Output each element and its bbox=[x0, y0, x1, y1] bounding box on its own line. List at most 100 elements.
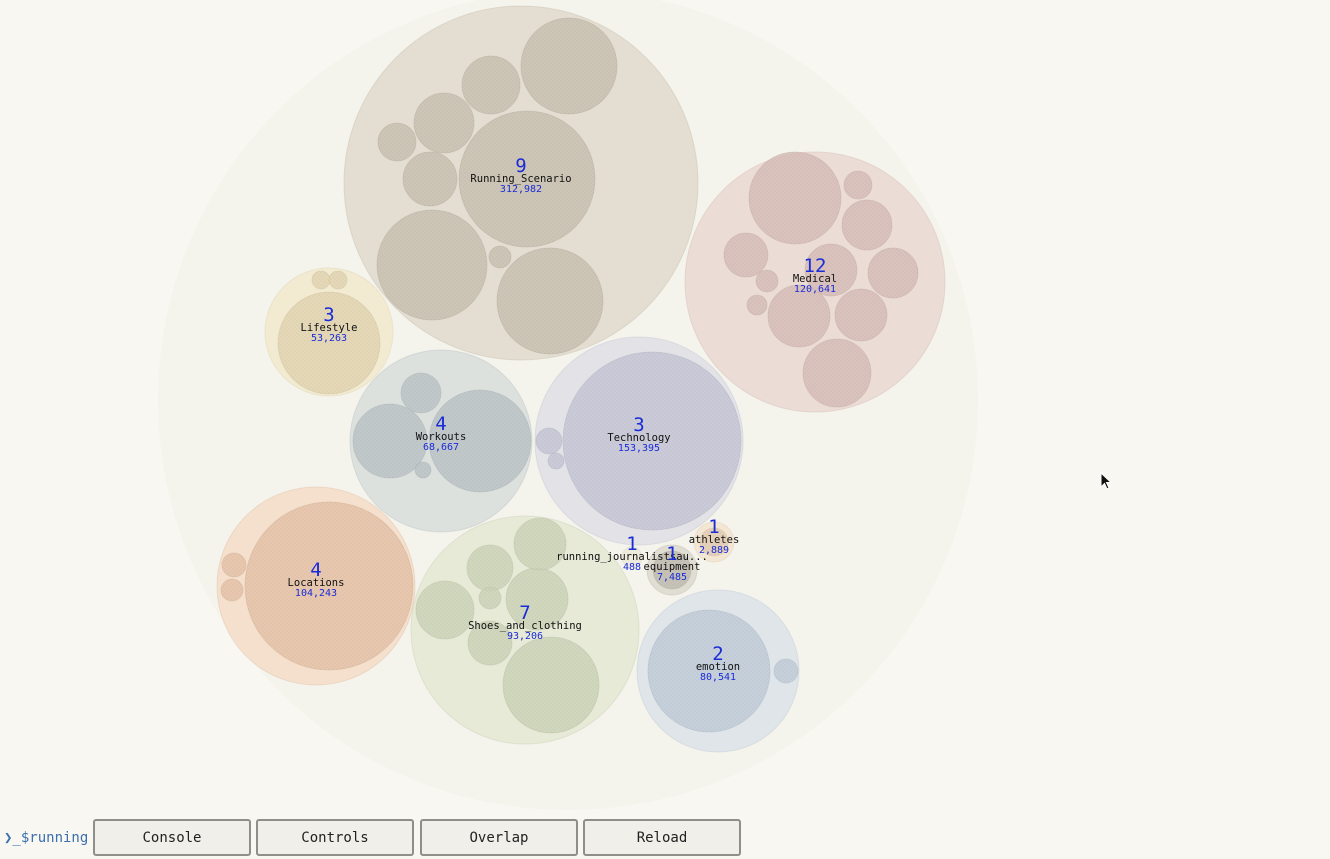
bubble-count: 4 bbox=[435, 413, 446, 435]
sub-bubble-texture bbox=[459, 111, 595, 247]
bubble-group-emotion[interactable] bbox=[636, 589, 800, 753]
prompt-text: $running bbox=[20, 830, 89, 846]
bubble-total: 153,395 bbox=[618, 443, 660, 454]
sub-bubble-texture bbox=[416, 581, 474, 639]
bubble-count: 1 bbox=[708, 516, 719, 538]
bubble-count: 9 bbox=[515, 155, 526, 177]
sub-bubble-texture bbox=[245, 502, 413, 670]
bubble-total: 488 bbox=[623, 562, 641, 573]
bubble-name: running_journalists​au... bbox=[556, 551, 708, 563]
bubble-count: 12 bbox=[804, 255, 827, 277]
sub-bubble-texture bbox=[401, 373, 441, 413]
bubble-group-lifestyle[interactable] bbox=[264, 267, 394, 397]
sub-bubble-texture bbox=[768, 285, 830, 347]
bubble-total: 68,667 bbox=[423, 442, 459, 453]
overlap-button[interactable]: Overlap bbox=[420, 819, 578, 856]
bubble-name: equipment bbox=[644, 561, 701, 573]
bubble-group-running-scenario[interactable] bbox=[343, 5, 699, 361]
sub-bubble-texture bbox=[329, 271, 347, 289]
bubble-total: 53,263 bbox=[311, 333, 347, 344]
reload-button[interactable]: Reload bbox=[583, 819, 741, 856]
bubble-name: Workouts bbox=[416, 431, 467, 443]
bubble-total: 93,206 bbox=[507, 631, 543, 642]
sub-bubble-texture bbox=[835, 289, 887, 341]
bubble-group-workouts[interactable] bbox=[349, 349, 533, 533]
bubble-name: Locations bbox=[288, 577, 345, 589]
sub-bubble-texture bbox=[462, 56, 520, 114]
sub-bubble-texture bbox=[653, 551, 691, 589]
bubble-total: 2,889 bbox=[699, 545, 729, 556]
mouse-pointer-icon bbox=[1100, 471, 1114, 496]
sub-bubble-texture bbox=[724, 233, 768, 277]
bubble-name: Lifestyle bbox=[301, 322, 358, 334]
bubble-count: 4 bbox=[310, 559, 321, 581]
bubble-name: Technology bbox=[607, 432, 670, 444]
bubble-name: Medical bbox=[793, 273, 837, 285]
controls-button[interactable]: Controls bbox=[256, 819, 414, 856]
sub-bubble-texture bbox=[514, 518, 566, 570]
sub-bubble-texture bbox=[563, 352, 741, 530]
sub-bubble-texture bbox=[221, 579, 243, 601]
bubble-count: 1 bbox=[666, 543, 677, 565]
sub-bubble-texture bbox=[749, 152, 841, 244]
bubble-count: 3 bbox=[633, 414, 644, 436]
bubble-total: 104,243 bbox=[295, 588, 337, 599]
sub-bubble-texture bbox=[467, 545, 513, 591]
sub-bubble-texture bbox=[803, 339, 871, 407]
sub-bubble-texture bbox=[353, 404, 427, 478]
bubble-group-medical[interactable] bbox=[684, 151, 946, 413]
bubble-count: 2 bbox=[712, 643, 723, 665]
sub-bubble-texture bbox=[503, 637, 599, 733]
bubble-group-technology[interactable] bbox=[534, 336, 744, 546]
bubble-total: 80,541 bbox=[700, 672, 736, 683]
sub-bubble-texture bbox=[489, 246, 511, 268]
sub-bubble-texture bbox=[378, 123, 416, 161]
terminal-prompt-icon: ❯_ bbox=[4, 830, 21, 846]
bubble-count: 7 bbox=[519, 602, 530, 624]
console-button[interactable]: Console bbox=[93, 819, 251, 856]
sub-bubble-texture bbox=[278, 292, 380, 394]
bubble-total: 120,641 bbox=[794, 284, 836, 295]
bubble-count: 3 bbox=[323, 304, 334, 326]
sub-bubble-texture bbox=[497, 248, 603, 354]
sub-bubble-texture bbox=[700, 528, 728, 556]
sub-bubble-texture bbox=[548, 453, 564, 469]
bubble-total: 7,485 bbox=[657, 572, 687, 583]
sub-bubble-texture bbox=[506, 568, 568, 630]
sub-bubble-texture bbox=[222, 553, 246, 577]
bubble-running-journalists[interactable] bbox=[621, 546, 643, 568]
toolbar: ❯_$running Console Controls Overlap Relo… bbox=[0, 815, 1330, 859]
sub-bubble-texture bbox=[403, 152, 457, 206]
sub-bubble-texture bbox=[521, 18, 617, 114]
sub-bubble-texture bbox=[747, 295, 767, 315]
bubble-chart[interactable]: 9 Running_Scenario 312,982 12 Medical 120,641… bbox=[0, 0, 1330, 812]
sub-bubble-texture bbox=[536, 428, 562, 454]
sub-bubble-texture bbox=[805, 244, 857, 296]
bubble-group-running-journalists[interactable] bbox=[621, 546, 643, 568]
bubble-group-equipment[interactable] bbox=[646, 544, 698, 596]
command-prompt: ❯_$running bbox=[4, 830, 88, 846]
sub-bubble-texture bbox=[415, 462, 431, 478]
sub-bubble-texture bbox=[842, 200, 892, 250]
bubble-name: Shoes_and_clothing bbox=[468, 620, 582, 632]
sub-bubble-texture bbox=[479, 587, 501, 609]
bubble-total: 312,982 bbox=[500, 184, 542, 195]
sub-bubble-texture bbox=[312, 271, 330, 289]
sub-bubble-texture bbox=[429, 390, 531, 492]
bubble-chart-svg[interactable]: 9Running_Scenario312,98212Medical120,641… bbox=[0, 0, 1330, 812]
bubble-group-athletes[interactable] bbox=[693, 521, 735, 563]
bubble-group-shoes-and-clothing[interactable] bbox=[410, 515, 640, 745]
bubble-name: emotion bbox=[696, 661, 740, 673]
bubble-group-locations[interactable] bbox=[216, 486, 416, 686]
